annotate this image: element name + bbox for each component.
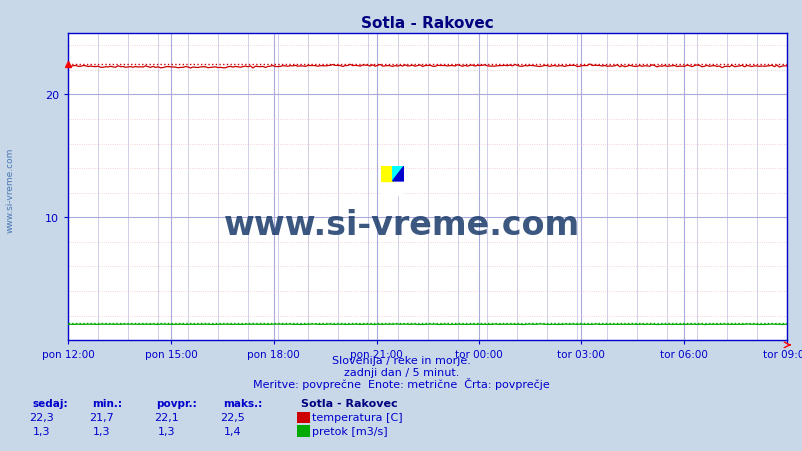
- Text: www.si-vreme.com: www.si-vreme.com: [223, 209, 579, 242]
- Text: 22,5: 22,5: [221, 412, 245, 422]
- Text: 1,3: 1,3: [93, 426, 111, 436]
- Text: maks.:: maks.:: [223, 398, 262, 408]
- Text: temperatura [C]: temperatura [C]: [312, 412, 403, 422]
- Text: 22,3: 22,3: [30, 412, 54, 422]
- Text: 22,1: 22,1: [154, 412, 178, 422]
- Text: sedaj:: sedaj:: [32, 398, 67, 408]
- Text: Meritve: povprečne  Enote: metrične  Črta: povprečje: Meritve: povprečne Enote: metrične Črta:…: [253, 377, 549, 389]
- Text: 21,7: 21,7: [90, 412, 114, 422]
- Text: Sotla - Rakovec: Sotla - Rakovec: [301, 398, 397, 408]
- Text: 1,3: 1,3: [157, 426, 175, 436]
- Text: 1,3: 1,3: [33, 426, 51, 436]
- Text: pretok [m3/s]: pretok [m3/s]: [312, 426, 387, 436]
- Title: Sotla - Rakovec: Sotla - Rakovec: [361, 16, 493, 31]
- Text: povpr.:: povpr.:: [156, 398, 197, 408]
- Text: min.:: min.:: [92, 398, 122, 408]
- Text: Slovenija / reke in morje.: Slovenija / reke in morje.: [332, 355, 470, 365]
- Text: 1,4: 1,4: [224, 426, 241, 436]
- Polygon shape: [392, 167, 403, 182]
- Polygon shape: [392, 167, 403, 182]
- Bar: [381, 167, 392, 182]
- Text: zadnji dan / 5 minut.: zadnji dan / 5 minut.: [343, 367, 459, 377]
- Text: www.si-vreme.com: www.si-vreme.com: [6, 147, 15, 232]
